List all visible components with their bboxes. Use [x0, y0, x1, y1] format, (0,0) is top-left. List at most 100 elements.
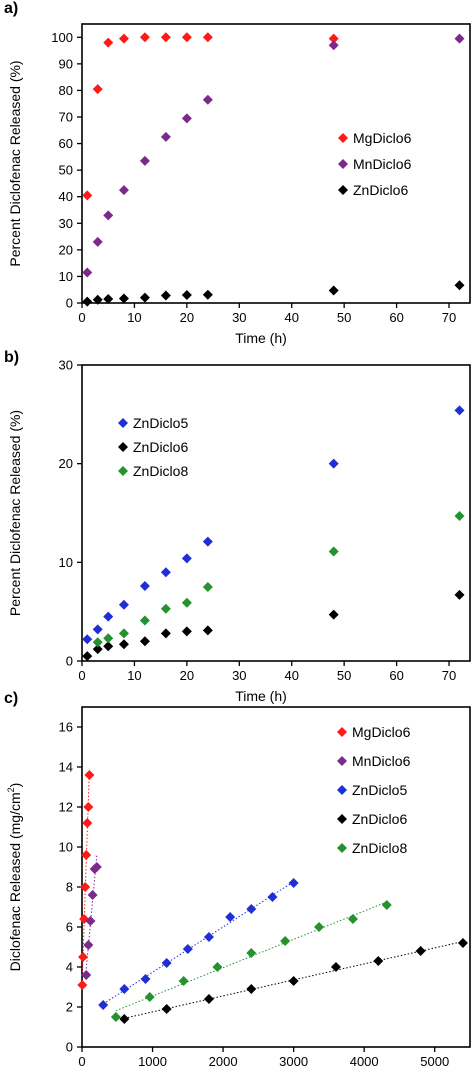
data-point	[80, 882, 91, 892]
y-axis-label: Percent Diclofenac Released (%)	[7, 60, 23, 266]
data-point	[328, 285, 339, 296]
data-point	[457, 938, 468, 948]
data-point	[82, 296, 93, 307]
data-point	[347, 914, 358, 924]
data-point	[454, 510, 465, 521]
x-tick-label: 30	[232, 310, 246, 325]
legend-label-zndiclo8: ZnDiclo8	[352, 840, 407, 856]
y-axis-label-end: )	[7, 783, 23, 788]
data-point	[202, 32, 213, 43]
y-tick-label: 40	[59, 189, 73, 204]
data-point	[454, 280, 465, 291]
data-point	[144, 992, 155, 1002]
data-point	[91, 862, 102, 872]
y-tick-label: 6	[66, 920, 73, 935]
data-point	[314, 922, 325, 932]
data-point	[103, 611, 114, 622]
trendline-mndiclo6	[85, 855, 98, 969]
legend-label-zndiclo6: ZnDiclo6	[353, 182, 408, 198]
data-point	[160, 567, 171, 578]
data-point	[160, 603, 171, 614]
data-point	[82, 267, 93, 278]
x-tick-label: 70	[442, 310, 456, 325]
data-point	[118, 185, 129, 196]
data-point	[139, 292, 150, 303]
panel-label-b: b)	[4, 349, 20, 366]
y-tick-label: 12	[59, 800, 73, 815]
data-point	[118, 33, 129, 44]
series-mndiclo6	[82, 33, 465, 278]
y-tick-label: 80	[59, 83, 73, 98]
data-point	[139, 155, 150, 166]
data-point	[280, 936, 291, 946]
y-tick-label: 10	[59, 555, 73, 570]
y-tick-label: 60	[59, 136, 73, 151]
data-point	[103, 37, 114, 48]
y-tick-label: 0	[66, 1040, 73, 1055]
legend-label-mndiclo6: MnDiclo6	[352, 753, 411, 769]
data-point	[454, 589, 465, 600]
legend-marker-zndiclo8	[118, 466, 128, 476]
data-point	[160, 628, 171, 639]
data-point	[328, 546, 339, 557]
data-point	[288, 976, 299, 986]
y-tick-label: 20	[59, 242, 73, 257]
x-tick-label: 60	[389, 668, 403, 683]
data-point	[181, 626, 192, 637]
chart-a: 0 10 20 30 40 50 60 70 0 10 20 30 40 50 60 70 80 90 100 Tim…	[7, 23, 471, 346]
legend-marker-mndiclo6	[337, 756, 347, 766]
legend-label-zndiclo8: ZnDiclo8	[133, 463, 188, 479]
legend-label-zndiclo5: ZnDiclo5	[352, 782, 407, 798]
x-tick-label: 30	[232, 668, 246, 683]
data-point	[181, 32, 192, 43]
data-point	[330, 962, 341, 972]
x-axis-label: Time (h)	[235, 330, 287, 346]
data-point	[81, 850, 92, 860]
data-point	[92, 236, 103, 247]
legend-marker-zndiclo6	[337, 814, 347, 824]
data-point	[161, 958, 172, 968]
data-point	[160, 32, 171, 43]
data-point	[139, 581, 150, 592]
x-tick-label: 3000	[279, 1054, 308, 1069]
data-point	[82, 190, 93, 201]
data-point	[83, 802, 94, 812]
legend-label-mgdiclo6: MgDiclo6	[353, 130, 412, 146]
legend-marker-mndiclo6	[338, 159, 348, 169]
legend-marker-zndiclo5	[118, 418, 128, 428]
data-point	[118, 599, 129, 610]
data-point	[85, 916, 96, 926]
data-point	[373, 956, 384, 966]
data-point	[77, 980, 88, 990]
x-tick-label: 70	[442, 668, 456, 683]
y-tick-label: 30	[59, 216, 73, 231]
plot-area-frame	[81, 706, 471, 1048]
data-point	[92, 644, 103, 655]
x-axis-label: Time (min)	[228, 1074, 294, 1077]
series-mndiclo6	[81, 862, 102, 980]
data-point	[103, 641, 114, 652]
x-tick-label: 2000	[209, 1054, 238, 1069]
data-point	[178, 976, 189, 986]
x-tick-label: 40	[284, 310, 298, 325]
data-point	[160, 290, 171, 301]
data-point	[328, 458, 339, 469]
y-axis-label: Percent Diclofenac Released (%)	[7, 410, 23, 616]
legend-marker-zndiclo6	[338, 185, 348, 195]
y-tick-label: 50	[59, 163, 73, 178]
legend-label-mgdiclo6: MgDiclo6	[352, 724, 411, 740]
x-tick-label: 0	[78, 1054, 85, 1069]
data-point	[182, 944, 193, 954]
chart-b: 0 10 20 30 40 50 60 70 0 10 20 30 Time (h) Percent Di…	[7, 358, 471, 704]
y-tick-label: 2	[66, 1000, 73, 1015]
legend-marker-mgdiclo6	[337, 727, 347, 737]
x-tick-label: 40	[284, 668, 298, 683]
data-point	[267, 892, 278, 902]
data-point	[161, 1004, 172, 1014]
data-point	[181, 113, 192, 124]
x-axis-label: Time (h)	[235, 688, 287, 704]
data-point	[110, 1012, 121, 1022]
data-point	[82, 634, 93, 645]
x-tick-label: 10	[127, 310, 141, 325]
data-point	[202, 625, 213, 636]
